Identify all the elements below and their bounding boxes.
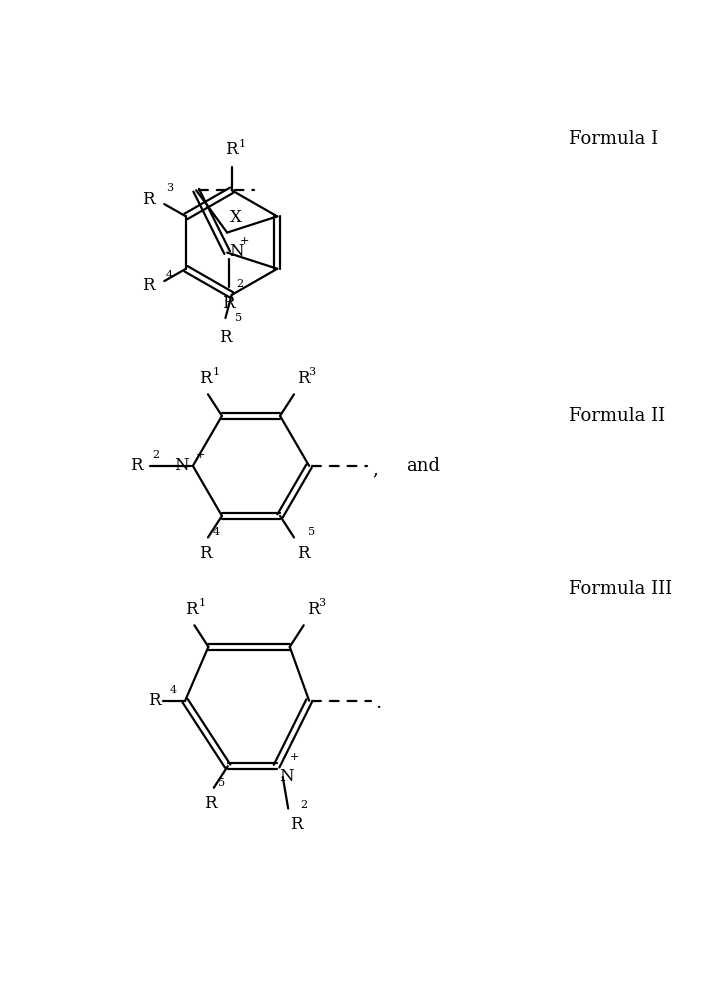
Text: R: R: [225, 140, 238, 158]
Text: R: R: [130, 458, 143, 474]
Text: 5: 5: [218, 778, 226, 788]
Text: and: and: [406, 457, 440, 475]
Text: R: R: [198, 369, 211, 387]
Text: R: R: [143, 277, 155, 295]
Text: R: R: [185, 601, 198, 618]
Text: R: R: [307, 601, 319, 618]
Text: R: R: [297, 369, 310, 387]
Text: 2: 2: [301, 800, 308, 810]
Text: Formula II: Formula II: [569, 407, 665, 425]
Text: Formula III: Formula III: [569, 580, 672, 598]
Text: N: N: [229, 243, 244, 259]
Text: 4: 4: [213, 527, 220, 537]
Text: 3: 3: [308, 367, 315, 377]
Text: 1: 1: [239, 138, 246, 148]
Text: R: R: [222, 295, 235, 312]
Text: 4: 4: [166, 269, 173, 280]
Text: ,: ,: [372, 461, 378, 479]
Text: .: .: [375, 694, 381, 712]
Text: +: +: [289, 751, 299, 762]
Text: N: N: [174, 458, 189, 474]
Text: +: +: [196, 450, 205, 460]
Text: 4: 4: [169, 684, 176, 694]
Text: 3: 3: [318, 598, 325, 608]
Text: +: +: [239, 236, 249, 246]
Text: R: R: [143, 191, 155, 208]
Text: 5: 5: [234, 312, 242, 323]
Text: N: N: [279, 768, 294, 785]
Text: X: X: [230, 209, 242, 227]
Text: R: R: [297, 545, 310, 562]
Text: R: R: [198, 545, 211, 562]
Text: 1: 1: [213, 367, 220, 377]
Text: 5: 5: [308, 527, 315, 537]
Text: R: R: [219, 329, 232, 346]
Text: R: R: [205, 795, 217, 812]
Text: 2: 2: [237, 279, 244, 289]
Text: R: R: [289, 816, 302, 834]
Text: 2: 2: [152, 450, 160, 460]
Text: Formula I: Formula I: [569, 130, 658, 147]
Text: 3: 3: [166, 184, 173, 193]
Text: R: R: [148, 692, 160, 709]
Text: 1: 1: [199, 598, 206, 608]
